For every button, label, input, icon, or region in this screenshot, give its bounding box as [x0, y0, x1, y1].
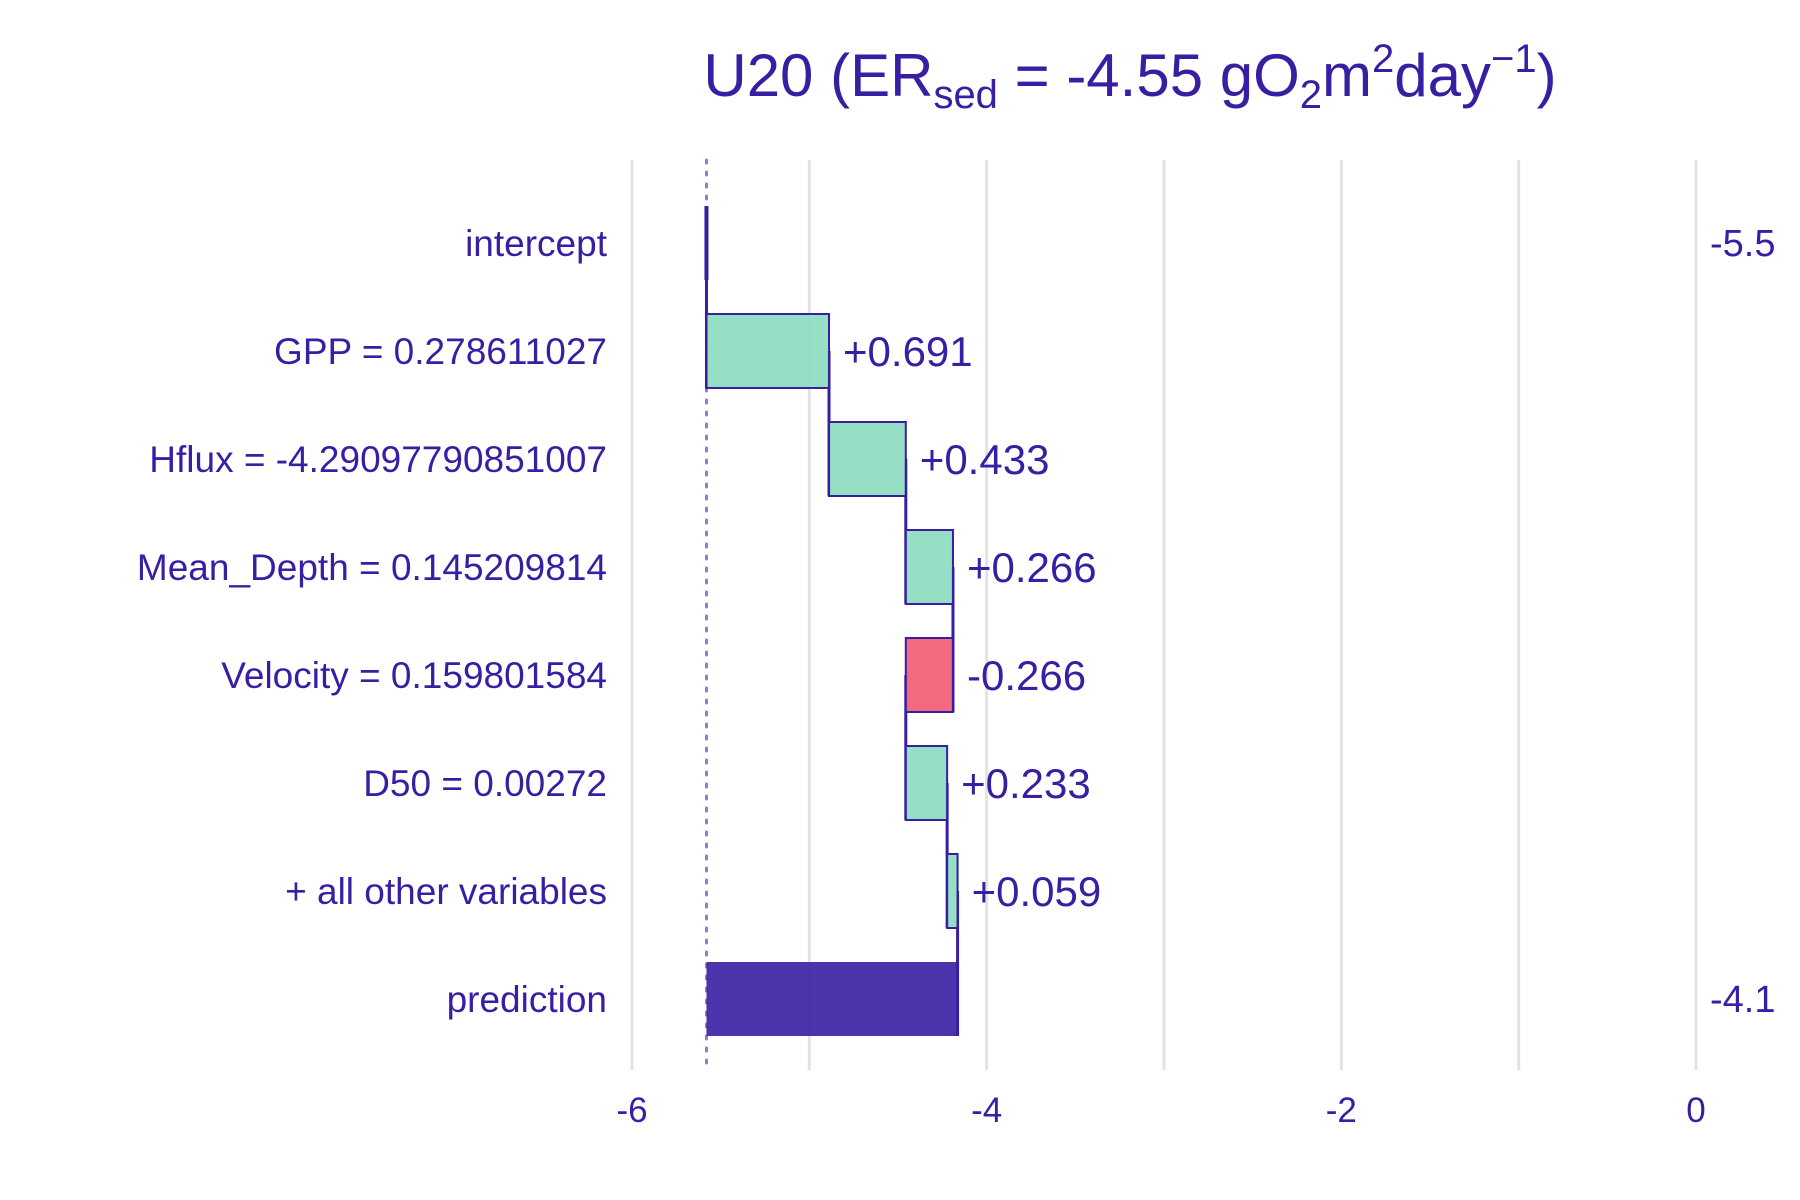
title-mid: = -4.55 gO — [998, 42, 1300, 109]
contribution-label: +0.233 — [961, 760, 1091, 807]
grid-layer — [630, 160, 1698, 1070]
contribution-bar — [904, 529, 954, 605]
contribution-label: +0.266 — [967, 544, 1097, 591]
row-label: Velocity = 0.159801584 — [221, 655, 607, 696]
contribution-label: +0.691 — [843, 328, 973, 375]
prediction-value-label: -4.1 — [1710, 979, 1775, 1021]
row-label: Hflux = -4.29097790851007 — [149, 439, 607, 480]
label-layer: intercept -5.5 GPP = 0.278611027 +0.691 Hflu… — [137, 223, 1776, 1021]
title-prefix: U20 (ER — [703, 42, 933, 109]
x-axis-ticks: -6 -4 -2 0 — [616, 1091, 1705, 1130]
contribution-bar — [946, 853, 959, 929]
x-tick-label: -4 — [971, 1091, 1002, 1130]
contribution-bar — [904, 745, 949, 821]
contribution-label: -0.266 — [967, 652, 1086, 699]
title-superscript-2: −1 — [1491, 37, 1537, 81]
x-tick-label: -6 — [616, 1091, 647, 1130]
bar-layer — [704, 206, 959, 1036]
x-tick-label: -2 — [1326, 1091, 1357, 1130]
row-label: Mean_Depth = 0.145209814 — [137, 547, 607, 588]
contribution-label: +0.059 — [972, 868, 1102, 915]
contribution-bar — [904, 637, 954, 713]
contribution-bar — [828, 421, 907, 497]
title-unit-2: day — [1394, 42, 1491, 109]
title-subscript-2: 2 — [1300, 73, 1322, 117]
row-label: GPP = 0.278611027 — [274, 331, 607, 372]
title-suffix: ) — [1537, 42, 1557, 109]
contribution-bar — [705, 313, 831, 389]
intercept-value-label: -5.5 — [1710, 223, 1775, 265]
row-label: D50 = 0.00272 — [363, 763, 607, 804]
row-label: + all other variables — [285, 871, 607, 912]
row-label: prediction — [447, 979, 607, 1020]
x-tick-label: 0 — [1686, 1091, 1705, 1130]
contribution-label: +0.433 — [920, 436, 1050, 483]
prediction-bar — [706, 962, 958, 1036]
title-subscript: sed — [933, 73, 998, 117]
row-label: intercept — [465, 223, 608, 264]
title-unit: m — [1322, 42, 1372, 109]
title-superscript: 2 — [1372, 37, 1394, 81]
chart-title: U20 (ERsed = -4.55 gO2m2day−1) — [703, 37, 1556, 117]
